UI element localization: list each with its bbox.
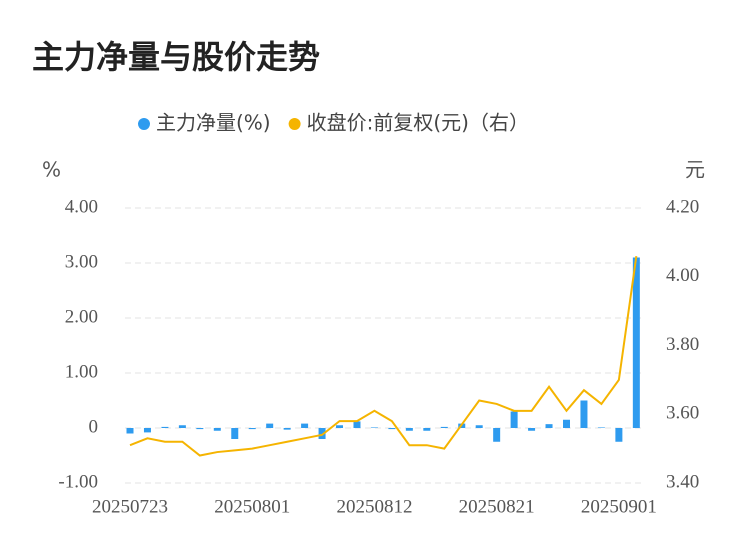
bar (370, 427, 378, 428)
y2-tick-label: 4.20 (666, 196, 699, 217)
bar (615, 428, 623, 442)
bar (597, 427, 605, 428)
chart-title: 主力净量与股价走势 (32, 38, 320, 76)
bar (196, 428, 204, 430)
bar (353, 421, 361, 428)
bar (266, 423, 274, 428)
legend-label: 收盘价:前复权(元)（右） (307, 111, 529, 135)
bar (336, 425, 344, 428)
bar (528, 428, 536, 431)
bar (248, 428, 256, 430)
y-tick-label: 4.00 (65, 196, 98, 217)
y2-unit: 元 (685, 158, 705, 182)
legend-marker (288, 118, 301, 130)
bar (388, 428, 396, 430)
bar (632, 257, 640, 428)
bar (440, 426, 448, 428)
bar (213, 428, 221, 431)
bar (405, 428, 413, 431)
x-tick-label: 20250901 (581, 496, 657, 517)
bar (510, 411, 518, 428)
bar (301, 423, 309, 428)
y2-tick-label: 3.80 (666, 334, 699, 355)
legend-label: 主力净量(%) (156, 111, 271, 135)
bar (545, 424, 553, 428)
y2-tick-label: 4.00 (666, 265, 699, 286)
bar (161, 426, 169, 428)
bar (178, 425, 186, 428)
y-tick-label: 0 (89, 416, 99, 437)
legend-marker (138, 118, 150, 130)
y-tick-label: 1.00 (65, 361, 98, 382)
bar (318, 428, 326, 439)
y-tick-label: -1.00 (58, 471, 98, 492)
y2-tick-label: 3.60 (666, 403, 699, 424)
y-tick-label: 3.00 (65, 251, 98, 272)
y-unit: % (42, 158, 61, 182)
bar (493, 428, 501, 442)
bar (580, 400, 588, 428)
bar (231, 428, 239, 439)
bar (423, 428, 431, 431)
y2-tick-label: 3.40 (666, 471, 699, 492)
price-line (129, 255, 638, 457)
bar (475, 425, 483, 428)
bar (563, 419, 570, 428)
x-tick-label: 20250821 (459, 496, 535, 517)
bar (143, 428, 151, 433)
y-tick-label: 2.00 (65, 306, 98, 327)
bar (126, 428, 134, 434)
x-tick-label: 20250723 (92, 496, 168, 517)
x-tick-label: 20250801 (214, 496, 290, 517)
bar (283, 428, 291, 430)
x-tick-label: 20250812 (336, 496, 412, 517)
